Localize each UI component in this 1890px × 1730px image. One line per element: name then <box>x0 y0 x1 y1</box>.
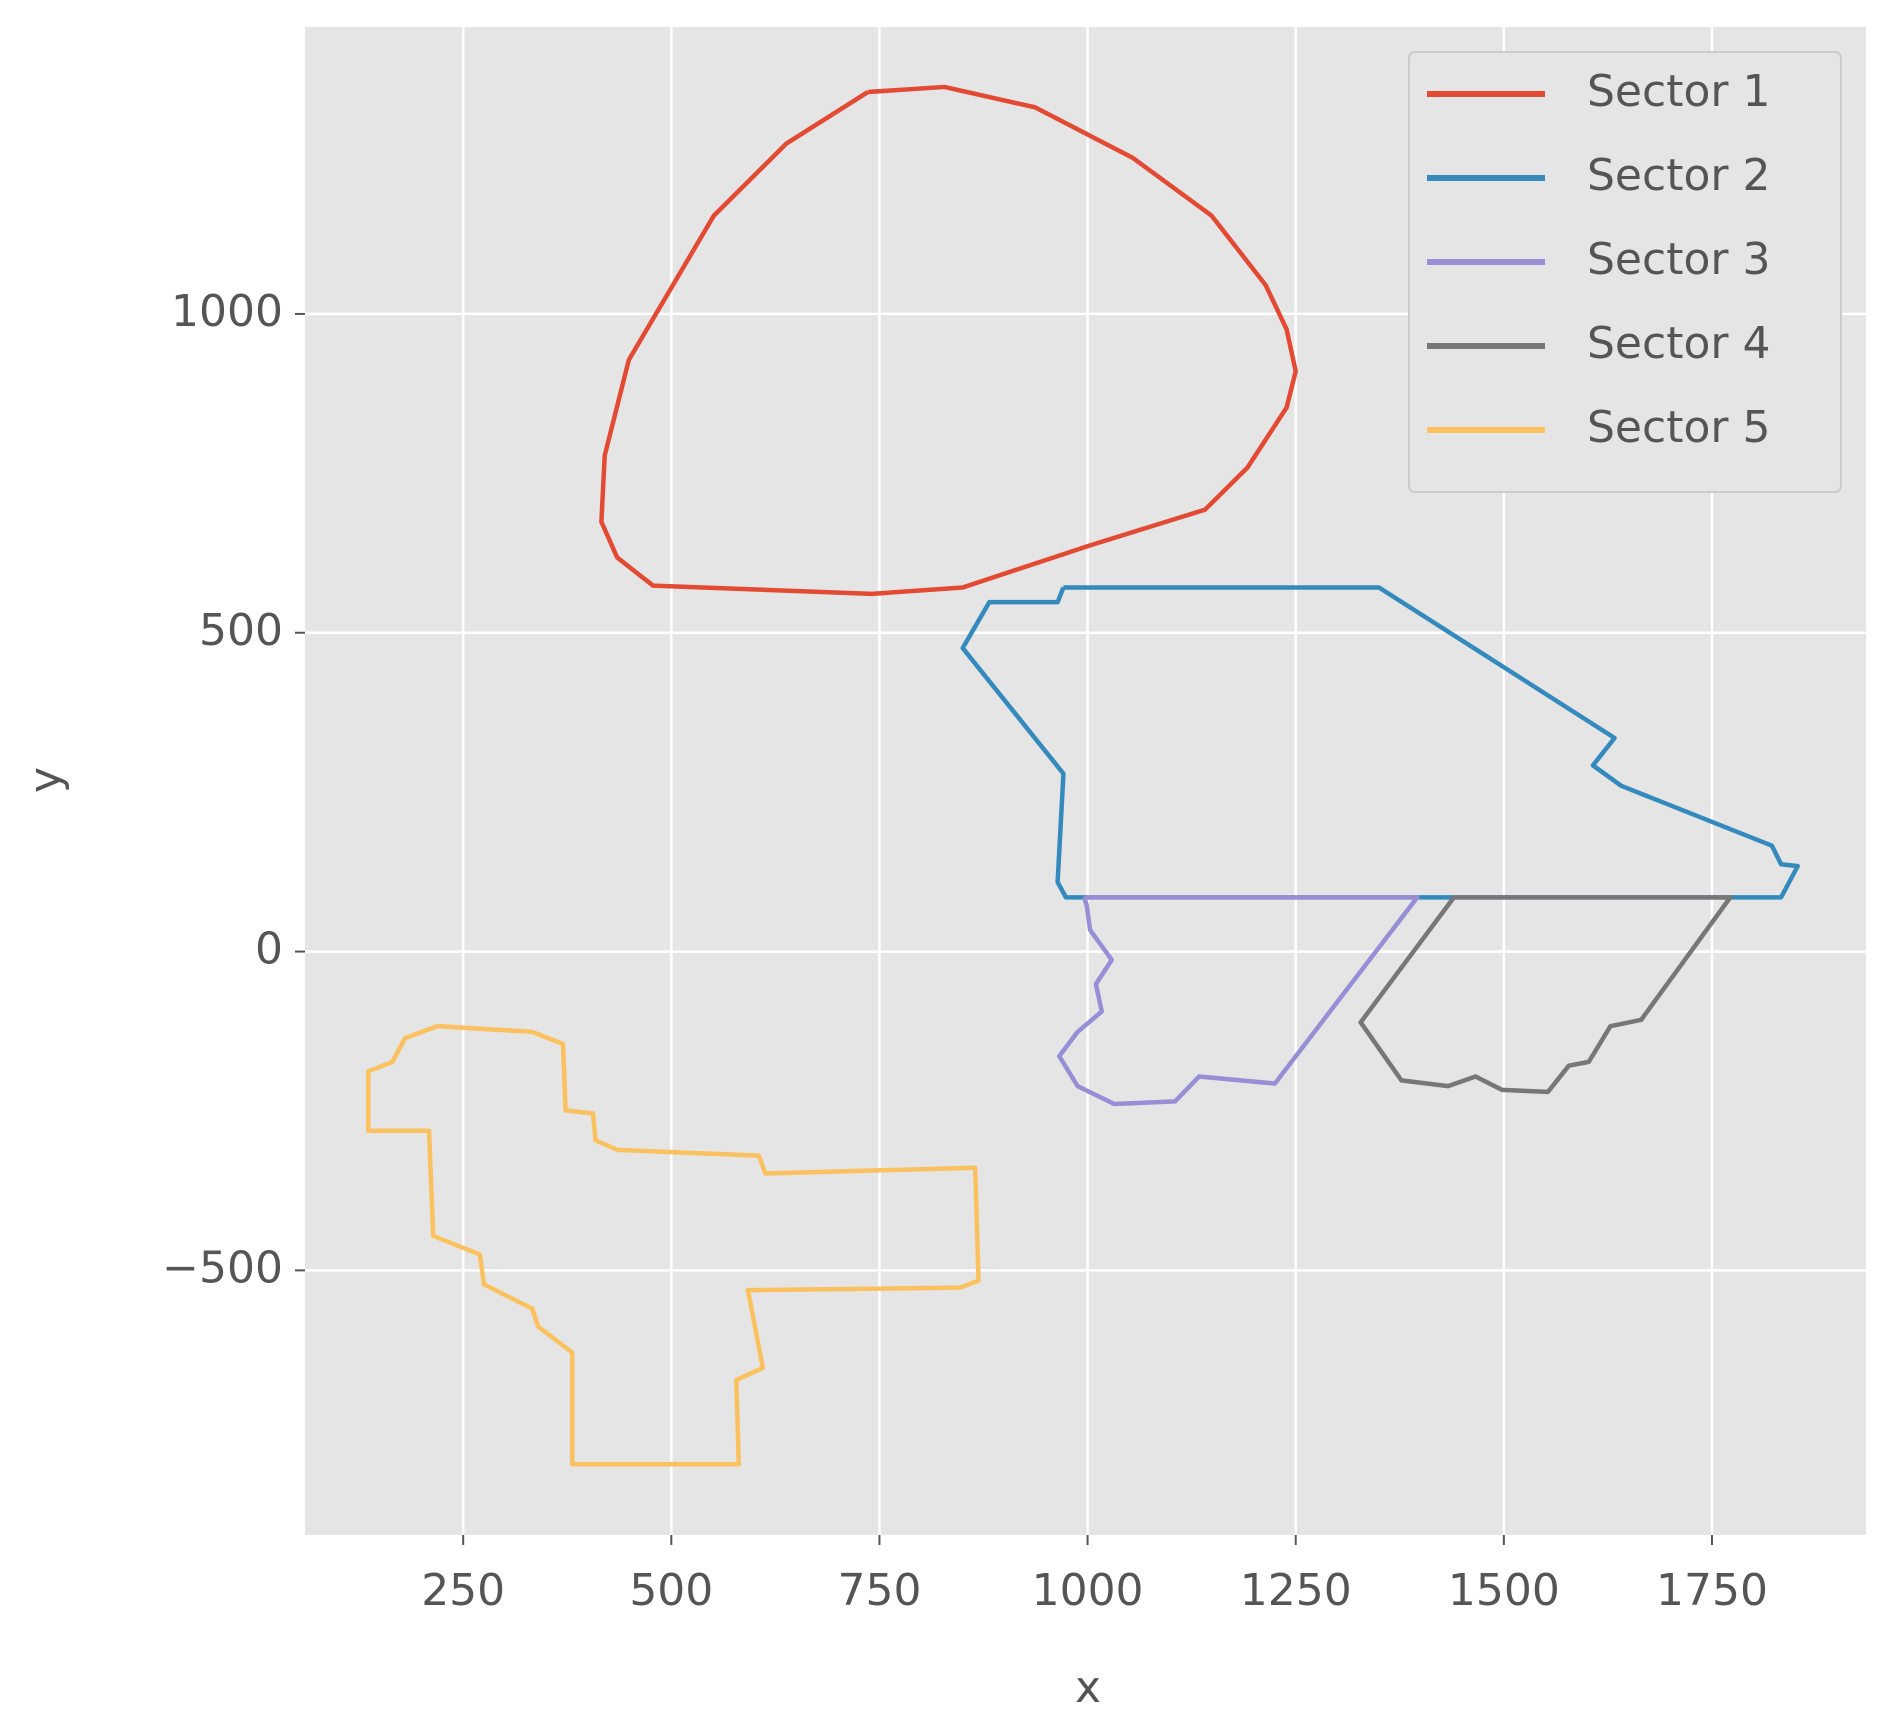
x-tick-label: 750 <box>837 1565 921 1616</box>
legend-label: Sector 3 <box>1587 234 1770 285</box>
legend-label: Sector 2 <box>1587 150 1770 201</box>
x-tick-label: 500 <box>629 1565 713 1616</box>
x-tick-label: 1250 <box>1240 1565 1352 1616</box>
y-tick-label: 1000 <box>171 286 283 337</box>
series-line <box>1358 895 1733 1095</box>
x-tick-label: 250 <box>421 1565 505 1616</box>
legend-label: Sector 4 <box>1587 318 1770 369</box>
y-tick-label: −500 <box>162 1242 283 1293</box>
series-line <box>1057 895 1420 1107</box>
y-axis-label: y <box>20 767 71 793</box>
y-tick-label: 500 <box>199 605 283 656</box>
x-tick-label: 1500 <box>1448 1565 1560 1616</box>
x-tick-label: 1750 <box>1656 1565 1768 1616</box>
x-tick-label: 1000 <box>1032 1565 1144 1616</box>
series-line <box>366 1023 981 1467</box>
legend-label: Sector 5 <box>1587 402 1770 453</box>
legend-label: Sector 1 <box>1587 66 1770 117</box>
x-axis-label: x <box>1075 1662 1101 1713</box>
series-line <box>599 84 1298 597</box>
legend-box <box>1408 51 1842 493</box>
series-line <box>960 585 1800 900</box>
y-tick-label: 0 <box>255 924 283 975</box>
